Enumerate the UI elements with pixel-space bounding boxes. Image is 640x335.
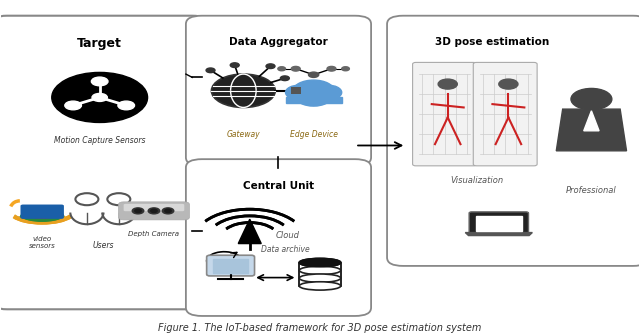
- Circle shape: [132, 208, 144, 214]
- Circle shape: [571, 88, 612, 110]
- Circle shape: [151, 209, 157, 212]
- Text: Motion Capture Sensors: Motion Capture Sensors: [54, 136, 145, 145]
- Ellipse shape: [300, 258, 340, 267]
- FancyBboxPatch shape: [186, 159, 371, 316]
- Circle shape: [308, 72, 319, 77]
- Polygon shape: [556, 109, 627, 151]
- Text: Data archive: Data archive: [260, 245, 309, 254]
- FancyBboxPatch shape: [207, 255, 255, 276]
- Polygon shape: [465, 232, 532, 236]
- Ellipse shape: [300, 266, 340, 275]
- FancyBboxPatch shape: [469, 212, 529, 234]
- Text: Depth Camera: Depth Camera: [129, 231, 179, 237]
- Text: Gateway: Gateway: [227, 130, 260, 139]
- Text: Target: Target: [77, 38, 122, 50]
- Text: video
sensors: video sensors: [29, 236, 56, 249]
- Bar: [285, 97, 342, 104]
- Circle shape: [135, 209, 141, 212]
- Bar: [476, 216, 522, 230]
- Bar: [213, 259, 248, 273]
- Ellipse shape: [300, 258, 340, 267]
- Circle shape: [499, 79, 518, 89]
- FancyBboxPatch shape: [473, 62, 537, 166]
- Circle shape: [296, 87, 332, 106]
- Text: Professional: Professional: [566, 186, 617, 195]
- Text: Cloud: Cloud: [275, 231, 300, 241]
- Circle shape: [65, 101, 81, 110]
- Bar: [300, 263, 340, 286]
- Text: Figure 1. The IoT-based framework for 3D pose estimation system: Figure 1. The IoT-based framework for 3D…: [158, 323, 482, 333]
- Text: 3D pose estimation: 3D pose estimation: [435, 38, 550, 47]
- Circle shape: [165, 209, 172, 212]
- Circle shape: [280, 76, 289, 81]
- Circle shape: [342, 67, 349, 71]
- Text: Users: Users: [92, 241, 114, 250]
- Circle shape: [314, 85, 342, 100]
- Circle shape: [285, 85, 314, 100]
- Circle shape: [92, 93, 108, 102]
- Circle shape: [230, 63, 239, 67]
- FancyBboxPatch shape: [20, 205, 64, 219]
- FancyBboxPatch shape: [118, 202, 189, 220]
- Circle shape: [92, 77, 108, 86]
- FancyBboxPatch shape: [291, 87, 301, 94]
- Ellipse shape: [300, 274, 340, 282]
- Text: Central Unit: Central Unit: [243, 181, 314, 191]
- Circle shape: [211, 74, 275, 108]
- FancyBboxPatch shape: [387, 16, 640, 266]
- Circle shape: [52, 72, 148, 123]
- Text: Data Aggregator: Data Aggregator: [229, 38, 328, 47]
- Circle shape: [148, 208, 160, 214]
- FancyBboxPatch shape: [413, 62, 476, 166]
- Text: Edge Device: Edge Device: [290, 130, 338, 139]
- Circle shape: [327, 66, 336, 71]
- Circle shape: [291, 66, 300, 71]
- FancyBboxPatch shape: [124, 204, 184, 211]
- Circle shape: [278, 67, 285, 71]
- Circle shape: [118, 101, 134, 110]
- FancyBboxPatch shape: [0, 16, 208, 309]
- Circle shape: [266, 64, 275, 69]
- Text: Visualization: Visualization: [450, 176, 503, 185]
- Circle shape: [293, 80, 334, 102]
- Circle shape: [206, 68, 215, 73]
- Polygon shape: [584, 111, 599, 131]
- Circle shape: [163, 208, 173, 214]
- Ellipse shape: [300, 282, 340, 290]
- Polygon shape: [238, 219, 261, 244]
- Circle shape: [438, 79, 458, 89]
- FancyBboxPatch shape: [186, 16, 371, 166]
